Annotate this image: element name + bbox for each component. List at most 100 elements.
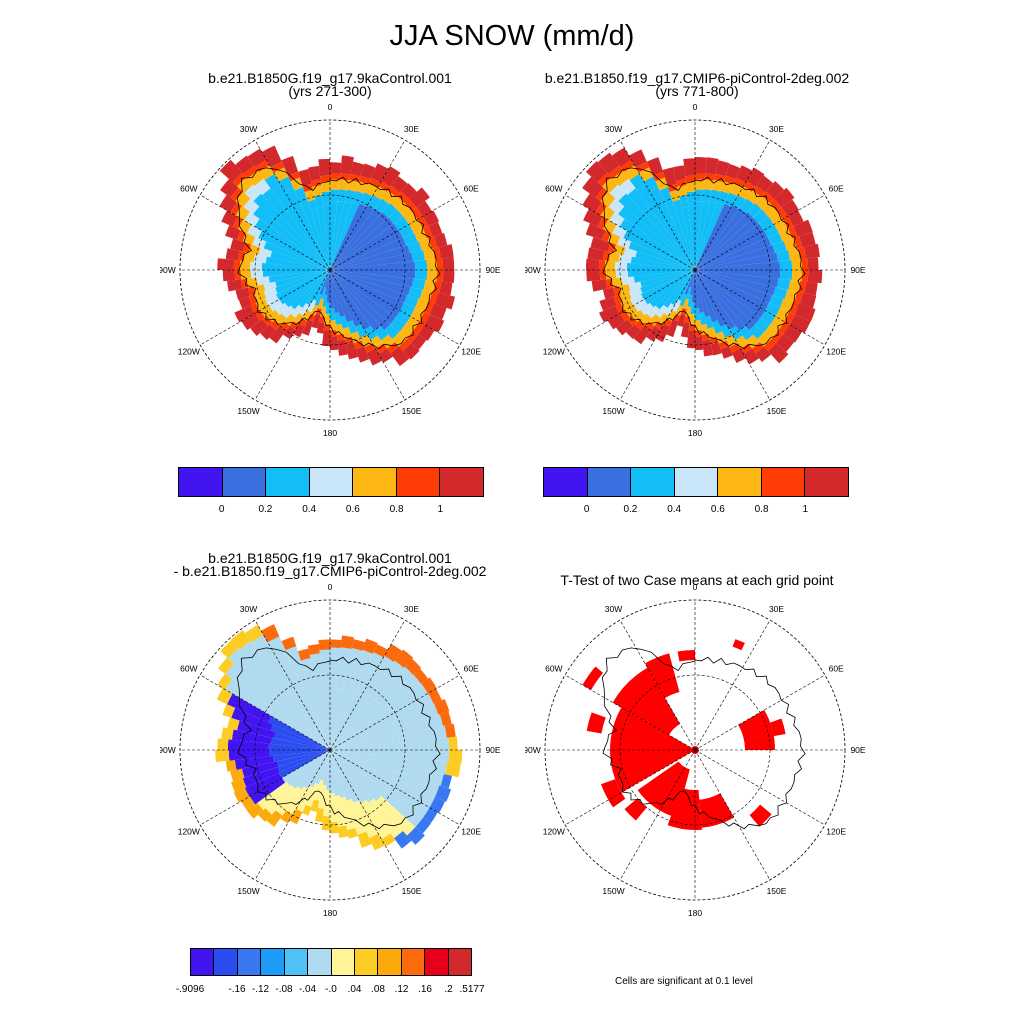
snow-cell [611, 277, 624, 288]
snow-cell [281, 305, 295, 319]
colorbar-tick-label: 0.2 [623, 504, 638, 515]
diff-cell [267, 707, 330, 750]
diff-cell [381, 790, 424, 827]
snow-cell [609, 184, 627, 202]
diff-cell [257, 781, 290, 811]
snow-cell [695, 201, 703, 270]
diff-cell [385, 784, 430, 818]
colorbar-tick-label: -.0 [325, 984, 337, 995]
diff-cell [217, 738, 229, 750]
diff-cell [245, 624, 264, 643]
snow-cell [265, 256, 330, 270]
panel2-title-line2: (yrs 771-800) [655, 83, 739, 99]
snow-cell [360, 334, 373, 348]
diff-cell [231, 778, 247, 793]
snow-cell [219, 194, 237, 213]
snow-cell [423, 226, 433, 239]
colorbar-swatch [266, 468, 310, 496]
snow-cell [263, 287, 278, 299]
diff-cell [220, 640, 239, 659]
snow-cell [321, 191, 330, 204]
diff-cell [266, 810, 283, 827]
diff-cell [330, 750, 399, 772]
snow-cell [281, 155, 299, 176]
snow-cell [621, 276, 635, 286]
diff-cell [393, 771, 440, 797]
diff-cell [320, 750, 330, 781]
snow-cell [644, 270, 695, 305]
diff-cell [323, 689, 330, 750]
meridian-line [694, 269, 826, 346]
snow-cell [254, 178, 271, 195]
snow-cell [278, 176, 294, 192]
snow-cell [330, 173, 341, 181]
colorbar-tick-label: -.9096 [175, 984, 205, 995]
snow-cell [729, 325, 743, 341]
panel1-title-line1: b.e21.B1850G.f19_g17.9kaControl.001 [208, 70, 452, 86]
map-boundary [179, 119, 481, 421]
colorbar-swatch [308, 949, 332, 975]
snow-cell [695, 270, 700, 309]
diff-cell [321, 816, 330, 831]
snow-cell [417, 216, 429, 229]
snow-cell [260, 324, 276, 340]
snow-cell [324, 270, 330, 288]
longitude-label: 30W [605, 124, 622, 134]
snow-cell [695, 270, 746, 331]
diff-cell [268, 743, 330, 750]
diff-cell [347, 827, 358, 839]
snow-cell [275, 270, 330, 288]
diff-cell [317, 691, 330, 750]
diff-cell [267, 636, 300, 686]
snow-cell [237, 177, 254, 194]
meridian-line [694, 269, 771, 401]
difference-field [215, 624, 463, 851]
snow-cell [640, 270, 695, 294]
meridian-line [329, 194, 461, 271]
diff-cell [434, 698, 450, 715]
snow-cell [598, 305, 620, 323]
diff-cell [330, 728, 398, 750]
snow-cell [392, 332, 407, 347]
significance-field [582, 639, 786, 830]
snow-cell [381, 166, 401, 187]
snow-cell [426, 270, 438, 282]
snow-cell [753, 209, 769, 224]
snow-cell [695, 270, 769, 311]
snow-cell [243, 198, 260, 215]
significant-cell [601, 779, 626, 808]
snow-cell [695, 252, 778, 270]
diff-cell [228, 750, 270, 761]
snow-cell [408, 287, 423, 300]
longitude-label: 90E [485, 745, 500, 755]
snow-cell [258, 165, 275, 181]
snow-cell [597, 172, 612, 187]
longitude-label: 0 [693, 102, 698, 112]
meridian-line [329, 749, 406, 881]
snow-cell [639, 313, 652, 326]
snow-cell [695, 270, 781, 279]
snow-cell [704, 315, 714, 329]
significant-cell [582, 666, 604, 690]
snow-cell [330, 205, 374, 270]
colorbar-swatch [353, 468, 397, 496]
longitude-label: 180 [688, 908, 702, 918]
meridian-line [694, 749, 826, 826]
snow-cell [288, 171, 300, 182]
longitude-label: 150E [402, 886, 422, 896]
longitude-label: 120E [826, 347, 846, 357]
longitude-label: 120W [543, 827, 565, 837]
snow-cell [304, 189, 316, 202]
diff-cell [285, 786, 308, 815]
snow-cell [350, 331, 362, 344]
snow-cell [260, 305, 273, 318]
colorbar-swatch [440, 468, 484, 496]
diff-cell [221, 727, 234, 740]
snow-cell [326, 270, 330, 303]
snow-cell [233, 259, 241, 270]
meridian-line [694, 139, 771, 271]
diff-cell [233, 787, 250, 803]
ttest-note: Cells are significant at 0.1 level [615, 976, 753, 987]
colorbar-panel2 [543, 467, 849, 497]
snow-cell [262, 270, 330, 278]
